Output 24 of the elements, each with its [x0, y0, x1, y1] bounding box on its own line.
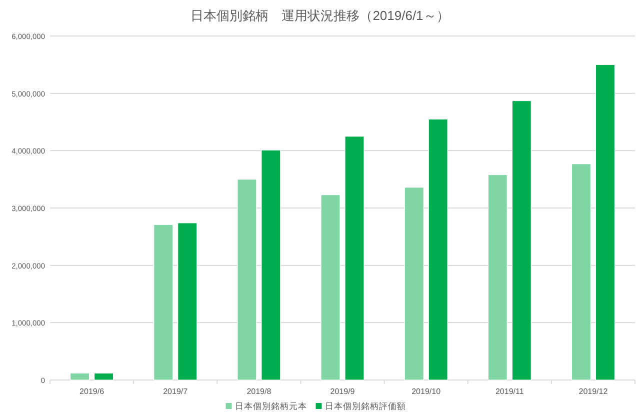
legend-label: 日本個別銘柄元本: [234, 401, 307, 411]
x-tick-label: 2019/6: [80, 387, 105, 396]
x-tick-label: 2019/7: [163, 387, 188, 396]
x-tick-label: 2019/11: [495, 387, 524, 396]
bar: [94, 372, 114, 380]
bar: [488, 174, 508, 380]
bar: [595, 64, 616, 380]
x-tick-label: 2019/12: [578, 387, 608, 396]
x-tick-label: 2019/9: [330, 387, 356, 396]
bar: [571, 164, 592, 380]
bar: [70, 372, 90, 380]
x-tick-label: 2019/8: [246, 387, 272, 396]
bar: [428, 118, 448, 380]
bar: [261, 150, 281, 380]
bar: [344, 136, 364, 380]
bar: [237, 179, 257, 380]
bar: [404, 187, 424, 380]
bar: [154, 224, 174, 380]
bar: [178, 222, 198, 380]
x-tick-label: 2019/10: [412, 387, 442, 396]
chart-title: 日本個別銘柄 運用状況推移（2019/6/1～）: [190, 8, 450, 23]
bar: [512, 100, 532, 380]
bar: [320, 194, 340, 380]
legend-label: 日本個別銘柄評価額: [324, 401, 406, 411]
